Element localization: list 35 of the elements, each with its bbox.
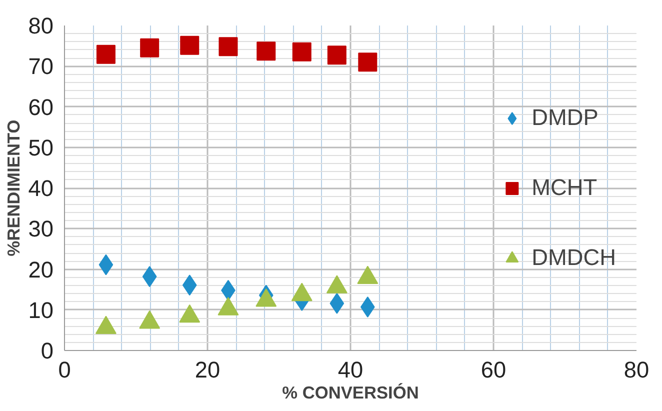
point: [327, 46, 346, 65]
y-axis-title: %RENDIMIENTO: [3, 120, 24, 256]
x-tick-label: 20: [194, 356, 220, 382]
y-tick-label: 30: [28, 216, 54, 242]
point: [326, 275, 348, 294]
point: [218, 297, 239, 316]
x-tick-label: 80: [624, 356, 650, 382]
x-axis-title: % CONVERSIÓN: [282, 382, 419, 402]
y-tick-label: 20: [28, 256, 54, 282]
x-tick-label: 60: [480, 356, 506, 382]
y-tick-label: 0: [40, 338, 54, 364]
y-tick-label: 80: [28, 12, 54, 38]
y-tick-label: 60: [28, 94, 54, 120]
point: [95, 316, 116, 334]
y-tick-label: 40: [28, 175, 54, 201]
point: [139, 310, 160, 329]
y-tick-label: 10: [28, 296, 54, 323]
point: [357, 266, 378, 284]
x-tick-label: 40: [338, 356, 364, 382]
legend-label: DMDP: [532, 104, 598, 131]
point: [96, 44, 116, 64]
point: [218, 37, 238, 56]
legend-label: DMDCH: [532, 244, 616, 271]
point: [291, 282, 312, 302]
x-tick-label: 0: [58, 356, 71, 382]
point: [179, 304, 200, 323]
point: [140, 38, 160, 58]
y-tick-label: 70: [28, 53, 54, 80]
y-tick-label: 50: [28, 134, 54, 160]
point: [256, 288, 277, 307]
point: [256, 42, 276, 61]
point: [292, 42, 312, 62]
point: [358, 52, 378, 72]
point: [180, 36, 200, 55]
legend-label: MCHT: [532, 174, 598, 201]
